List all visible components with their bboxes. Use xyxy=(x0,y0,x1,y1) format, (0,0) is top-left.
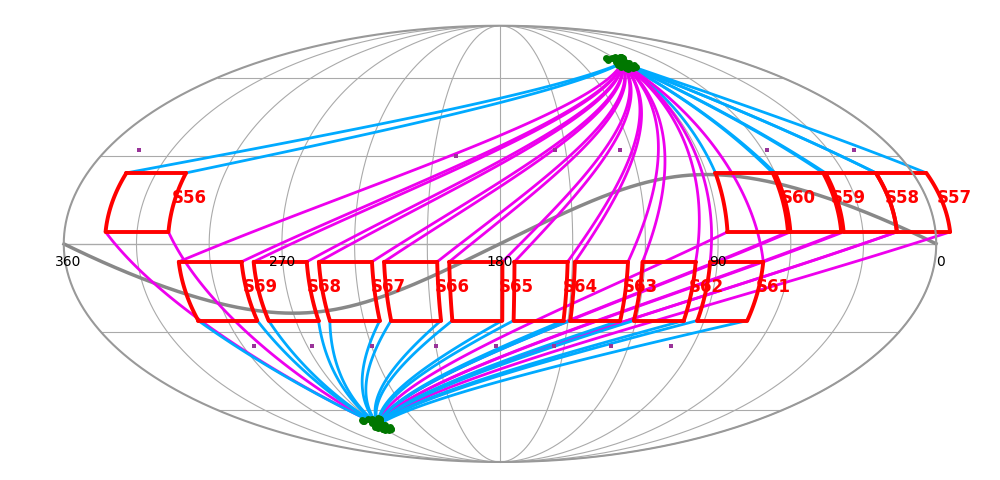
Text: 180: 180 xyxy=(487,255,513,269)
Text: S62: S62 xyxy=(689,278,724,296)
Text: S59: S59 xyxy=(830,189,866,207)
Text: S61: S61 xyxy=(755,278,790,296)
Text: 90: 90 xyxy=(709,255,727,269)
Text: S57: S57 xyxy=(937,189,972,207)
Text: S69: S69 xyxy=(242,278,277,296)
Text: 270: 270 xyxy=(269,255,295,269)
Text: S64: S64 xyxy=(563,278,598,296)
Text: S68: S68 xyxy=(306,278,341,296)
Text: S65: S65 xyxy=(499,278,534,296)
Text: S66: S66 xyxy=(435,278,470,296)
Text: 0: 0 xyxy=(936,255,945,269)
Text: S67: S67 xyxy=(371,278,406,296)
Text: S63: S63 xyxy=(622,278,657,296)
Text: 360: 360 xyxy=(55,255,81,269)
Text: S56: S56 xyxy=(172,189,207,207)
Text: S60: S60 xyxy=(781,189,816,207)
Polygon shape xyxy=(64,26,936,462)
Text: S58: S58 xyxy=(885,189,920,207)
